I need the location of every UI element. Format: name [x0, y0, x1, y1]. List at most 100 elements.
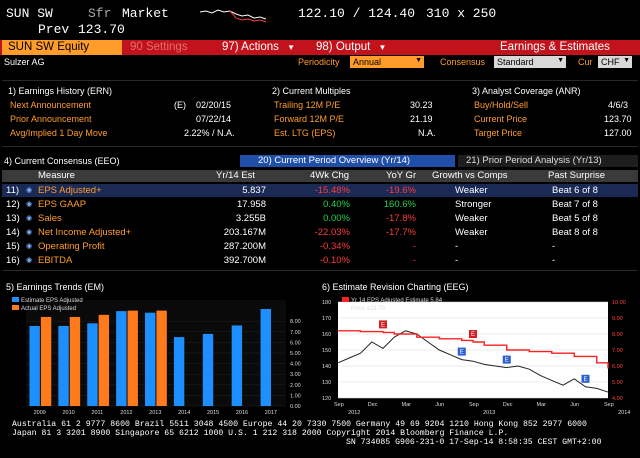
row-bullet-icon: ◉ — [26, 243, 33, 250]
x-tick-label: 2012 — [120, 410, 132, 416]
x-tick-label: Jun — [435, 402, 444, 408]
y-tick-label-left: 160 — [322, 332, 331, 338]
x-tick-label: Dec — [503, 402, 513, 408]
tab-current-period[interactable]: 20) Current Period Overview (Yr/14) — [240, 155, 455, 167]
actions-label: 97) Actions — [222, 41, 279, 53]
page-title: Earnings & Estimates — [500, 41, 610, 53]
table-row[interactable]: ◉ 16) EBITDA 392.700M -0.10% - - - — [2, 254, 638, 267]
row-yoy: 160.6% — [383, 199, 416, 210]
bar-estimate — [116, 311, 127, 406]
table-row[interactable]: ◉ 13) Sales 3.255B 0.00% -17.8% Weaker Beat 5 o… — [2, 212, 638, 225]
col-yoy[interactable]: YoY Gr — [386, 170, 417, 181]
revision-legend: Yr 14 EPS Adjusted Estimate 5.84 Price 1… — [342, 297, 442, 313]
row-surprise: Beat 8 of 8 — [552, 227, 598, 238]
chevron-down-icon: ▼ — [623, 57, 630, 64]
y-tick-label-right: 9.00 — [612, 316, 623, 322]
consensus-select[interactable]: Standard ▼ — [494, 56, 566, 68]
x-year-label: 2012 — [348, 410, 360, 416]
next-announcement-value: 02/20/15 — [196, 100, 232, 110]
row-surprise: Beat 5 of 8 — [552, 213, 598, 224]
output-menu[interactable]: 98) Output ▼ — [316, 40, 386, 55]
analyst-coverage-title[interactable]: 3) Analyst Coverage (ANR) — [472, 86, 581, 96]
row-measure: Net Income Adjusted+ — [38, 227, 132, 238]
table-row[interactable]: ◉ 11) EPS Adjusted+ 5.837 -15.48% -19.6% Weake… — [2, 184, 638, 197]
ticker-bar: SUN SW Sfr Market Prev 123.70 122.10 / 1… — [0, 0, 640, 40]
earnings-trends-title[interactable]: 5) Earnings Trends (EM) — [6, 282, 105, 292]
settings-button[interactable]: 90 Settings — [130, 41, 188, 53]
row-4wk-chg: -15.48% — [314, 185, 350, 196]
footer-line-2: Japan 81 3 3201 8900 Singapore 65 6212 1… — [12, 429, 509, 438]
ticker-prev-label: Prev — [38, 22, 70, 37]
current-multiples-title: 2) Current Multiples — [272, 86, 351, 96]
y-tick-label-right: 5.00 — [612, 380, 623, 386]
estimate-revision-svg: 180 170 160 150 140 130 120 10.00 9.00 8.00 7.00 6.… — [322, 300, 630, 416]
x-tick-label: 2013 — [149, 410, 161, 416]
row-surprise: - — [552, 241, 556, 252]
x-tick-label: Sep — [334, 402, 344, 408]
tab-prior-period[interactable]: 21) Prior Period Analysis (Yr/13) — [458, 155, 638, 167]
row-number: 11) — [6, 185, 20, 196]
consensus-value: Standard — [497, 57, 534, 67]
col-estimate[interactable]: Yr/14 Est — [216, 170, 256, 181]
row-growth: - — [455, 241, 459, 252]
cur-label: Cur — [578, 57, 593, 67]
row-number: 14) — [6, 227, 20, 238]
ticker-symbol: SUN SW — [6, 6, 53, 21]
x-tick-label: 2010 — [63, 410, 75, 416]
table-row[interactable]: ◉ 15) Operating Profit 287.200M -0.34% - - - — [2, 240, 638, 253]
table-row[interactable]: ◉ 14) Net Income Adjusted+ 203.167M -22.03% -… — [2, 226, 638, 239]
earnings-history-title[interactable]: 1) Earnings History (ERN) — [8, 86, 113, 96]
x-year-label: 2014 — [618, 410, 630, 416]
row-estimate: 5.837 — [242, 185, 266, 196]
col-4wk-chg[interactable]: 4Wk Chg — [310, 170, 350, 181]
chevron-down-icon: ▼ — [415, 57, 422, 64]
row-surprise: Beat 7 of 8 — [552, 199, 598, 210]
periodicity-label: Periodicity — [298, 57, 340, 67]
legend-swatch-blue — [12, 297, 19, 302]
earnings-marker — [581, 374, 590, 383]
x-tick-label: 2011 — [91, 410, 103, 416]
currency-select[interactable]: CHF ▼ — [598, 56, 632, 68]
y-tick-label: 0.00 — [290, 404, 301, 410]
col-growth-vs-comps[interactable]: Growth vs Comps — [432, 170, 508, 181]
row-estimate: 203.167M — [223, 227, 266, 238]
trailing-pe-label: Trailing 12M P/E — [274, 100, 341, 110]
output-label: 98) Output — [316, 41, 371, 53]
row-growth: Weaker — [455, 213, 488, 224]
chevron-down-icon: ▼ — [557, 57, 564, 64]
y-tick-label: 3.00 — [290, 372, 301, 378]
function-bar: SUN SW Equity 90 Settings 97) Actions ▼ … — [0, 40, 640, 55]
bar-actual — [156, 310, 167, 406]
x-tick-label: 2015 — [207, 410, 219, 416]
divider — [2, 146, 638, 147]
y-tick-label-right: 10.00 — [612, 300, 626, 306]
prior-announcement-label: Prior Announcement — [10, 114, 92, 124]
series-line-price — [337, 330, 609, 393]
col-past-surprise[interactable]: Past Surprise — [548, 170, 606, 181]
consensus-title[interactable]: 4) Current Consensus (EEO) — [4, 156, 120, 166]
table-row[interactable]: ◉ 12) EPS GAAP 17.958 0.40% 160.6% Stronger Bea… — [2, 198, 638, 211]
y-tick-label-right: 8.00 — [612, 332, 623, 338]
bar-estimate — [145, 312, 156, 406]
periodicity-select[interactable]: Annual ▼ — [350, 56, 424, 68]
row-measure: EPS GAAP — [38, 199, 87, 210]
col-measure[interactable]: Measure — [38, 170, 75, 181]
earnings-marker — [379, 320, 387, 329]
row-yoy: - — [412, 255, 416, 266]
row-measure: EBITDA — [38, 255, 73, 266]
estimate-revision-title[interactable]: 6) Estimate Revision Charting (EEG) — [322, 282, 469, 292]
row-bullet-icon: ◉ — [26, 215, 33, 222]
actions-menu[interactable]: 97) Actions ▼ — [222, 40, 295, 55]
bar-actual — [69, 316, 81, 406]
row-yoy: -19.6% — [385, 185, 416, 196]
footer: Australia 61 2 9777 8600 Brazil 5511 304… — [0, 418, 640, 458]
y-tick-label: 7.00 — [290, 330, 301, 336]
row-estimate: 287.200M — [223, 241, 266, 252]
row-bullet-icon: ◉ — [26, 257, 33, 264]
estimate-revision-chart: 180 170 160 150 140 130 120 10.00 9.00 8.00 7.00 6.… — [320, 294, 638, 418]
y-tick-label-left: 150 — [322, 348, 331, 354]
security-field[interactable]: SUN SW Equity — [2, 40, 122, 55]
forward-pe-label: Forward 12M P/E — [274, 114, 345, 124]
x-tick-label: Jun — [570, 402, 579, 408]
target-price-value: 127.00 — [604, 128, 632, 138]
